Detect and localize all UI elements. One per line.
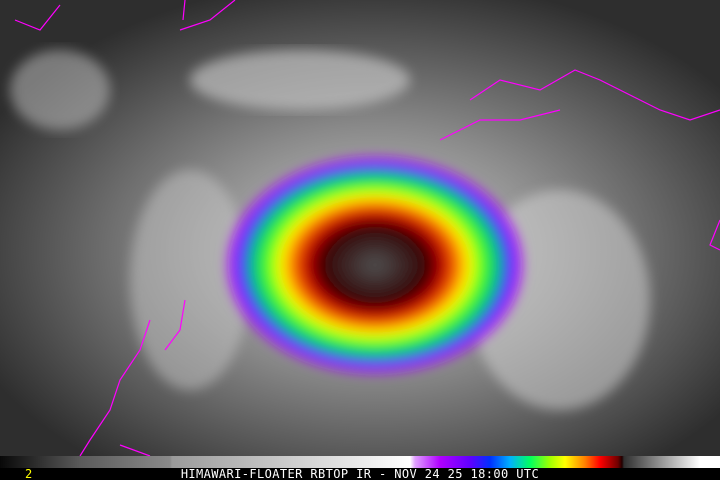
image-title: HIMAWARI-FLOATER RBTOP IR - NOV 24 25 18… <box>180 467 540 480</box>
caption-bar: 2 HIMAWARI-FLOATER RBTOP IR - NOV 24 25 … <box>0 468 720 480</box>
color-scale-bar <box>0 456 720 468</box>
infrared-imagery <box>0 0 720 456</box>
coastlines <box>14 0 720 456</box>
frame-number: 2 <box>25 467 33 480</box>
storm-cloud-tops <box>225 155 525 375</box>
